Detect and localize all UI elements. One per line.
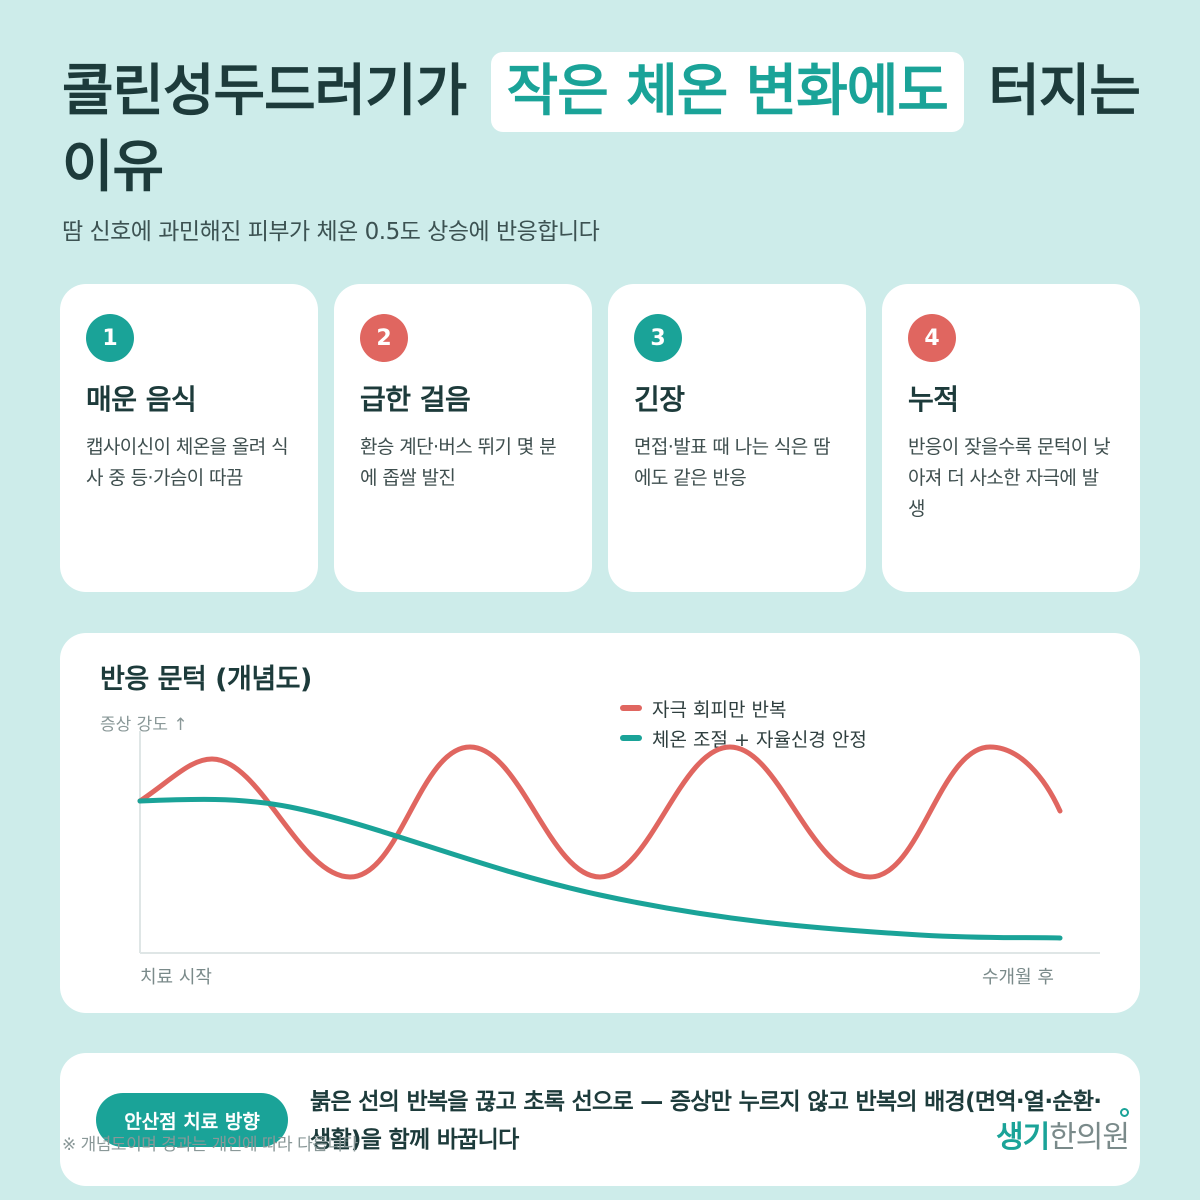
x-axis-end-label: 수개월 후 [982,967,1054,988]
page-subtitle: 땀 신호에 과민해진 피부가 체온 0.5도 상승에 반응합니다 [62,219,600,245]
legend-item-red: 자극 회피만 반복 [620,693,867,723]
card-title: 급한 걸음 [360,383,471,416]
card-description: 반응이 잦을수록 문턱이 낮아져 더 사소한 자극에 발생 [908,436,1111,520]
chart-title: 반응 문턱 (개념도) [100,664,312,695]
card-number-badge: 3 [634,314,682,362]
series-line-regulation [137,796,1063,941]
card-description: 환승 계단·버스 뛰기 몇 분에 좁쌀 발진 [360,436,557,489]
legend-swatch-red [620,705,642,711]
card-description: 면접·발표 때 나는 식은 땀에도 같은 반응 [634,436,831,489]
chart-legend: 자극 회피만 반복 체온 조절 + 자율신경 안정 [620,693,867,753]
logo-text-secondary: 한의원 [1049,1120,1130,1155]
chart-plot [137,731,1100,954]
card-number-badge: 2 [360,314,408,362]
legend-label: 체온 조절 + 자율신경 안정 [652,728,867,751]
trigger-card-3: 3 긴장 면접·발표 때 나는 식은 땀에도 같은 반응 [608,284,866,592]
treatment-direction-card: 안산점 치료 방향 붉은 선의 반복을 끊고 초록 선으로 — 증상만 누르지 … [60,1053,1140,1186]
threshold-chart-card: 반응 문턱 (개념도) 증상 강도 ↑ 자극 회피만 반복 체온 조절 + 자율… [60,633,1140,1013]
trigger-card-2: 2 급한 걸음 환승 계단·버스 뛰기 몇 분에 좁쌀 발진 [334,284,592,592]
disclaimer-note: ※ 개념도이며 경과는 개인에 따라 다릅니다 [62,1135,358,1155]
logo-dot-icon [1120,1108,1129,1117]
logo-text-primary: 생기 [996,1120,1050,1155]
legend-swatch-green [620,735,642,741]
card-number-badge: 1 [86,314,134,362]
page-title: 콜린성두드러기가 작은 체온 변화에도 터지는 이유 [62,52,1142,204]
legend-item-green: 체온 조절 + 자율신경 안정 [620,723,867,753]
card-title: 매운 음식 [86,383,197,416]
title-text-before: 콜린성두드러기가 [62,59,467,124]
series-line-avoid-only [137,744,1063,880]
title-text-after: 터지는 이유 [62,59,1141,200]
clinic-direction-pill: 안산점 치료 방향 [96,1093,288,1147]
legend-label: 자극 회피만 반복 [652,698,787,721]
title-highlight: 작은 체온 변화에도 [490,52,964,132]
treatment-direction-text: 붉은 선의 반복을 끊고 초록 선으로 — 증상만 누르지 않고 반복의 배경(… [310,1089,1102,1153]
card-number-badge: 4 [908,314,956,362]
card-description: 캡사이신이 체온을 올려 식사 중 등·가슴이 따끔 [86,436,289,489]
trigger-card-1: 1 매운 음식 캡사이신이 체온을 올려 식사 중 등·가슴이 따끔 [60,284,318,592]
clinic-logo: 생기한의원 [996,1112,1130,1156]
x-axis-start-label: 치료 시작 [140,967,212,988]
card-title: 긴장 [634,383,685,416]
card-title: 누적 [908,383,959,416]
chart-y-axis-label: 증상 강도 ↑ [100,715,188,735]
trigger-card-4: 4 누적 반응이 잦을수록 문턱이 낮아져 더 사소한 자극에 발생 [882,284,1140,592]
